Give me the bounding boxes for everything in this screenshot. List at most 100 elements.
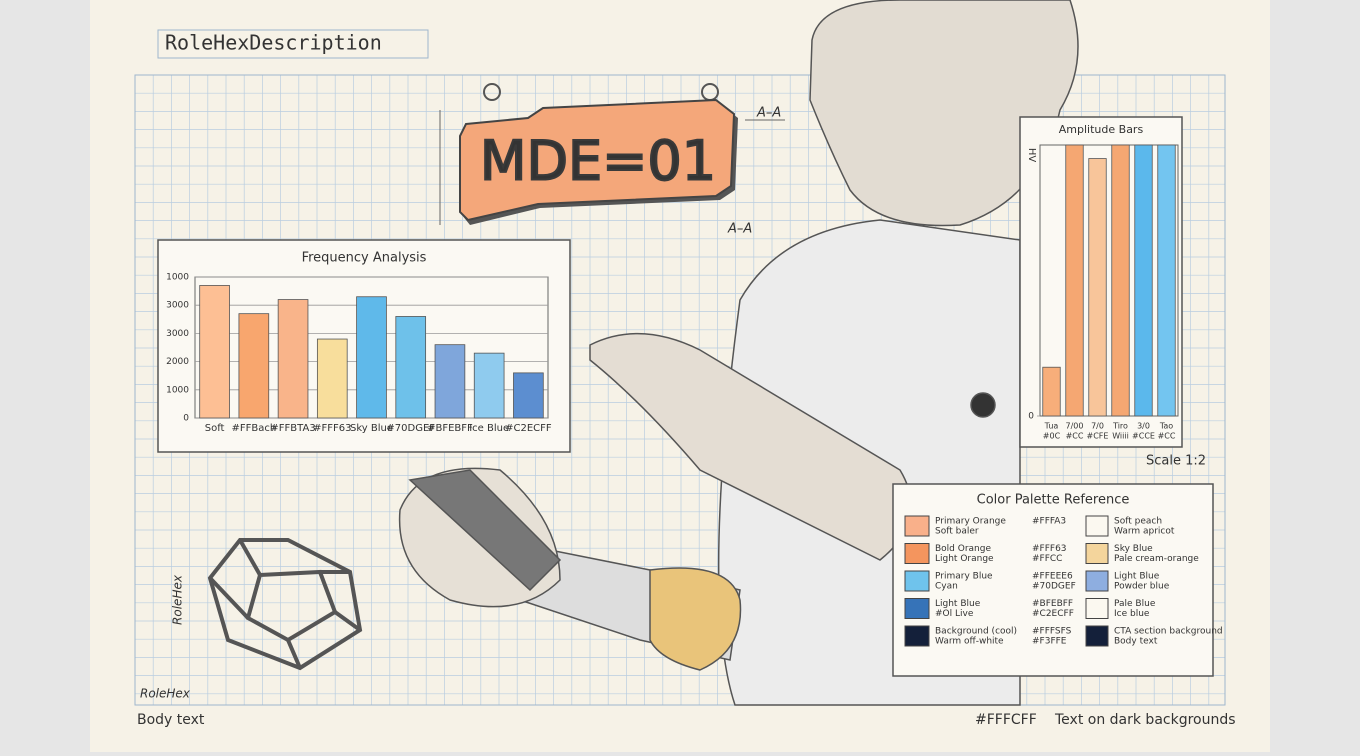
x-tick-sublabel: #CFE	[1087, 432, 1109, 441]
corner-label: RoleHex	[140, 687, 191, 701]
x-tick-label: Tao	[1159, 422, 1173, 431]
x-tick-sublabel: #CC	[1066, 432, 1084, 441]
x-tick-label: #FFBTA3	[270, 423, 315, 434]
palette-panel	[892, 483, 1214, 677]
x-tick-label: Tiro	[1112, 422, 1128, 431]
x-tick-label: #FFBach	[231, 423, 276, 434]
footer-hex: #FFFCFF	[975, 712, 1037, 728]
bar	[238, 313, 270, 419]
title-box	[157, 29, 429, 59]
bar	[513, 372, 544, 419]
chart-title: Frequency Analysis	[302, 251, 427, 266]
bar	[356, 296, 387, 419]
x-tick-label: #70DGEF	[386, 423, 435, 434]
x-tick-sublabel: Wiiii	[1112, 432, 1129, 441]
side-label: RoleHex	[171, 574, 185, 625]
color-sub: Soft baler	[935, 527, 979, 537]
palette-title: Color Palette Reference	[977, 493, 1130, 508]
x-tick-label: 7/0	[1091, 422, 1104, 431]
sign	[439, 83, 785, 225]
color-name: Light Blue	[1114, 572, 1160, 582]
polyhedron	[207, 538, 363, 671]
bar	[1134, 144, 1153, 417]
swatch	[904, 515, 930, 537]
y-tick-label: 1000	[166, 273, 189, 283]
color-name: Pale Blue	[1114, 599, 1156, 609]
swatch	[1085, 543, 1109, 564]
color-name: Primary Orange	[935, 517, 1006, 527]
x-tick-label: #C2ECFF	[505, 423, 552, 434]
x-tick-label: Sky Blue	[350, 423, 393, 434]
section-label: A–A	[727, 222, 752, 237]
bar	[1088, 158, 1107, 417]
bar	[1157, 144, 1176, 417]
color-sub: Powder blue	[1114, 582, 1170, 592]
color-sub: Warm apricot	[1114, 527, 1175, 537]
x-tick-label: #BFEBFF	[427, 423, 473, 434]
color-sub: Pale cream-orange	[1114, 554, 1199, 564]
bar	[473, 352, 505, 419]
x-tick-label: #FFF63	[313, 423, 351, 434]
x-tick-sublabel: #CC	[1158, 432, 1176, 441]
footer-text: Body text	[137, 712, 205, 728]
color-hex: #FFFA3	[1032, 517, 1066, 527]
x-tick-label: 3/0	[1137, 422, 1150, 431]
y-tick-label: 1000	[166, 385, 189, 395]
swatch	[1085, 515, 1109, 537]
bar	[1042, 366, 1061, 417]
bar	[1111, 144, 1130, 417]
color-sub: Cyan	[935, 582, 958, 592]
bar	[1065, 144, 1084, 417]
color-sub: #Ol Live	[935, 609, 974, 619]
scale-label: Scale 1:2	[1146, 454, 1206, 469]
bar	[199, 285, 230, 419]
swatch	[1085, 598, 1109, 619]
y-tick-label: 0	[183, 414, 189, 424]
swatch	[904, 570, 930, 592]
color-hex: #FFFSFS	[1032, 627, 1072, 637]
x-tick-label: 7/00	[1066, 422, 1084, 431]
grid-border	[134, 74, 1226, 706]
bar	[395, 316, 427, 419]
chart-title: Amplitude Bars	[1059, 123, 1144, 136]
x-tick-label: Ice Blue	[469, 423, 509, 434]
color-name: Light Blue	[935, 599, 981, 609]
color-hex: #BFEBFF	[1032, 599, 1073, 609]
x-tick-label: Soft	[205, 423, 225, 434]
footer-text: Text on dark backgrounds	[1054, 712, 1236, 728]
color-name: Sky Blue	[1114, 544, 1153, 554]
y-tick-label: 3000	[166, 301, 189, 311]
color-name: Background (cool)	[935, 627, 1017, 637]
swatch	[904, 543, 930, 564]
plot-area	[1039, 144, 1179, 417]
color-sub: Light Orange	[935, 554, 994, 564]
swatch	[1085, 570, 1109, 592]
x-tick-sublabel: #0C	[1043, 432, 1061, 441]
color-hex: #F3FFE	[1032, 637, 1067, 647]
color-hex: #70DGEF	[1032, 582, 1076, 592]
page-title: RoleHexDescription	[165, 31, 382, 55]
color-name: Soft peach	[1114, 517, 1162, 527]
y-tick-label: 3000	[166, 329, 189, 339]
color-name: Primary Blue	[935, 572, 993, 582]
color-sub: Body text	[1114, 637, 1158, 647]
x-tick-sublabel: #CCE	[1132, 432, 1155, 441]
color-name: Bold Orange	[935, 544, 991, 554]
person-sketch	[398, 0, 1079, 706]
bar	[316, 338, 348, 419]
swatch	[904, 598, 930, 619]
bar	[277, 299, 309, 419]
y-tick-label: 0	[1028, 412, 1034, 422]
color-hex: #FFEEE6	[1032, 572, 1073, 582]
color-hex: #FFF63	[1032, 544, 1067, 554]
swatch	[904, 625, 930, 647]
color-hex: #FFCC	[1032, 554, 1062, 564]
y-tick-label: 2000	[166, 357, 189, 367]
color-sub: Warm off-white	[935, 637, 1004, 647]
color-name: CTA section background	[1114, 627, 1223, 637]
bar	[434, 344, 466, 419]
color-hex: #C2ECFF	[1032, 609, 1074, 619]
y-axis-label: HV	[1026, 148, 1037, 163]
